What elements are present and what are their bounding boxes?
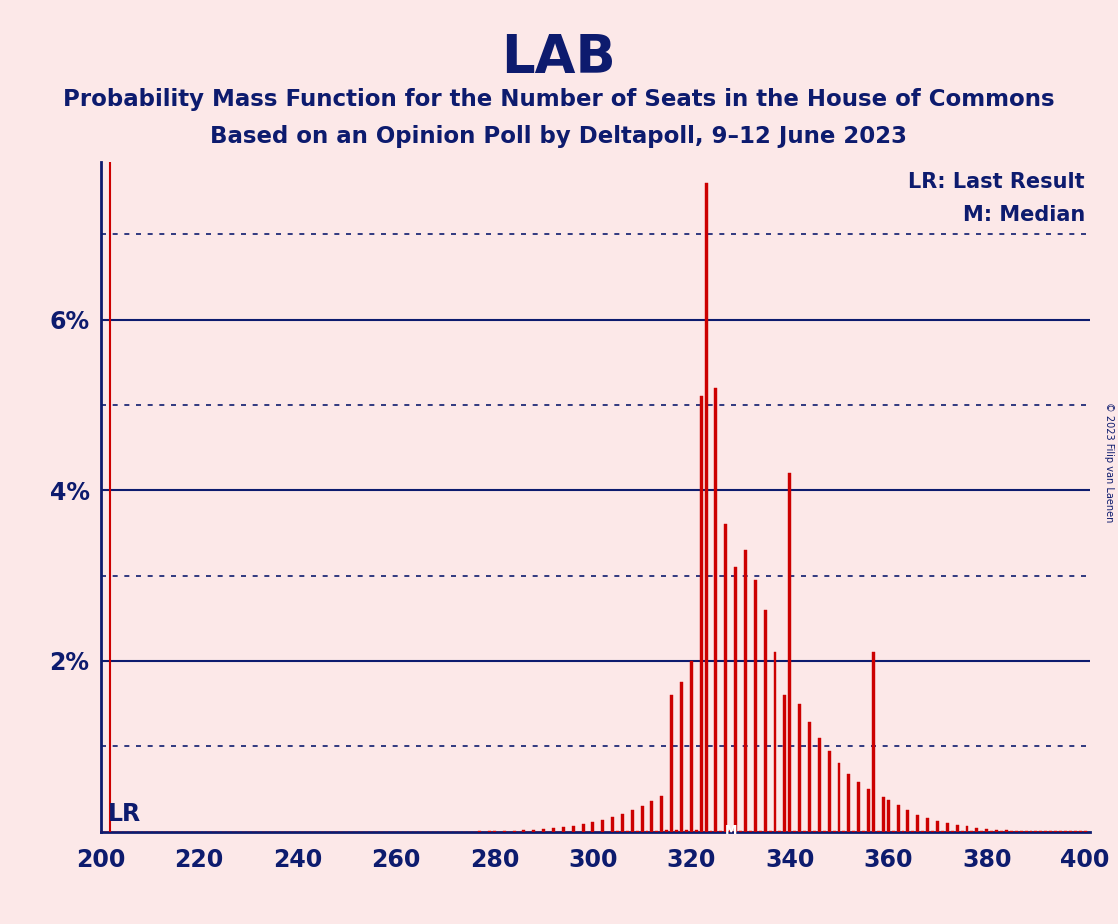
Bar	[700, 396, 702, 832]
Text: M: M	[724, 824, 737, 837]
Bar	[694, 830, 698, 832]
Bar	[552, 828, 555, 832]
Bar	[917, 815, 919, 832]
Bar	[665, 830, 669, 832]
Bar	[926, 818, 929, 832]
Bar	[532, 830, 536, 832]
Bar	[631, 810, 634, 832]
Text: LAB: LAB	[502, 32, 616, 84]
Bar	[956, 825, 958, 832]
Bar	[995, 830, 998, 832]
Bar	[651, 801, 653, 832]
Bar	[897, 805, 900, 832]
Bar	[714, 388, 718, 832]
Bar	[729, 830, 732, 832]
Bar	[827, 751, 831, 832]
Bar	[966, 826, 968, 832]
Bar	[601, 820, 604, 832]
Bar	[818, 737, 821, 832]
Bar	[690, 661, 693, 832]
Bar	[724, 525, 727, 832]
Bar	[985, 829, 988, 832]
Bar	[675, 830, 678, 832]
Bar	[704, 183, 708, 832]
Text: © 2023 Filip van Laenen: © 2023 Filip van Laenen	[1105, 402, 1114, 522]
Bar	[542, 829, 546, 832]
Bar	[882, 797, 884, 832]
Bar	[808, 723, 811, 832]
Bar	[788, 473, 792, 832]
Bar	[858, 782, 860, 832]
Bar	[661, 796, 663, 832]
Bar	[670, 695, 673, 832]
Bar	[522, 830, 525, 832]
Bar	[784, 695, 786, 832]
Text: Probability Mass Function for the Number of Seats in the House of Commons: Probability Mass Function for the Number…	[64, 88, 1054, 111]
Bar	[847, 773, 851, 832]
Bar	[907, 810, 909, 832]
Bar	[571, 826, 575, 832]
Bar	[837, 763, 841, 832]
Bar	[946, 823, 949, 832]
Bar	[1005, 830, 1007, 832]
Bar	[581, 824, 585, 832]
Bar	[562, 827, 565, 832]
Bar	[680, 682, 683, 832]
Text: M: Median: M: Median	[963, 205, 1086, 225]
Bar	[975, 828, 978, 832]
Bar	[641, 806, 644, 832]
Text: LR: Last Result: LR: Last Result	[909, 172, 1086, 192]
Bar	[591, 822, 595, 832]
Text: LR: LR	[108, 802, 141, 826]
Bar	[798, 703, 802, 832]
Bar	[685, 830, 688, 832]
Bar	[774, 652, 777, 832]
Bar	[620, 814, 624, 832]
Bar	[754, 580, 757, 832]
Bar	[936, 821, 939, 832]
Bar	[764, 610, 767, 832]
Bar	[735, 567, 737, 832]
Bar	[887, 800, 890, 832]
Text: Based on an Opinion Poll by Deltapoll, 9–12 June 2023: Based on an Opinion Poll by Deltapoll, 9…	[210, 125, 908, 148]
Bar	[872, 652, 875, 832]
Bar	[868, 789, 870, 832]
Bar	[612, 817, 614, 832]
Bar	[743, 550, 747, 832]
